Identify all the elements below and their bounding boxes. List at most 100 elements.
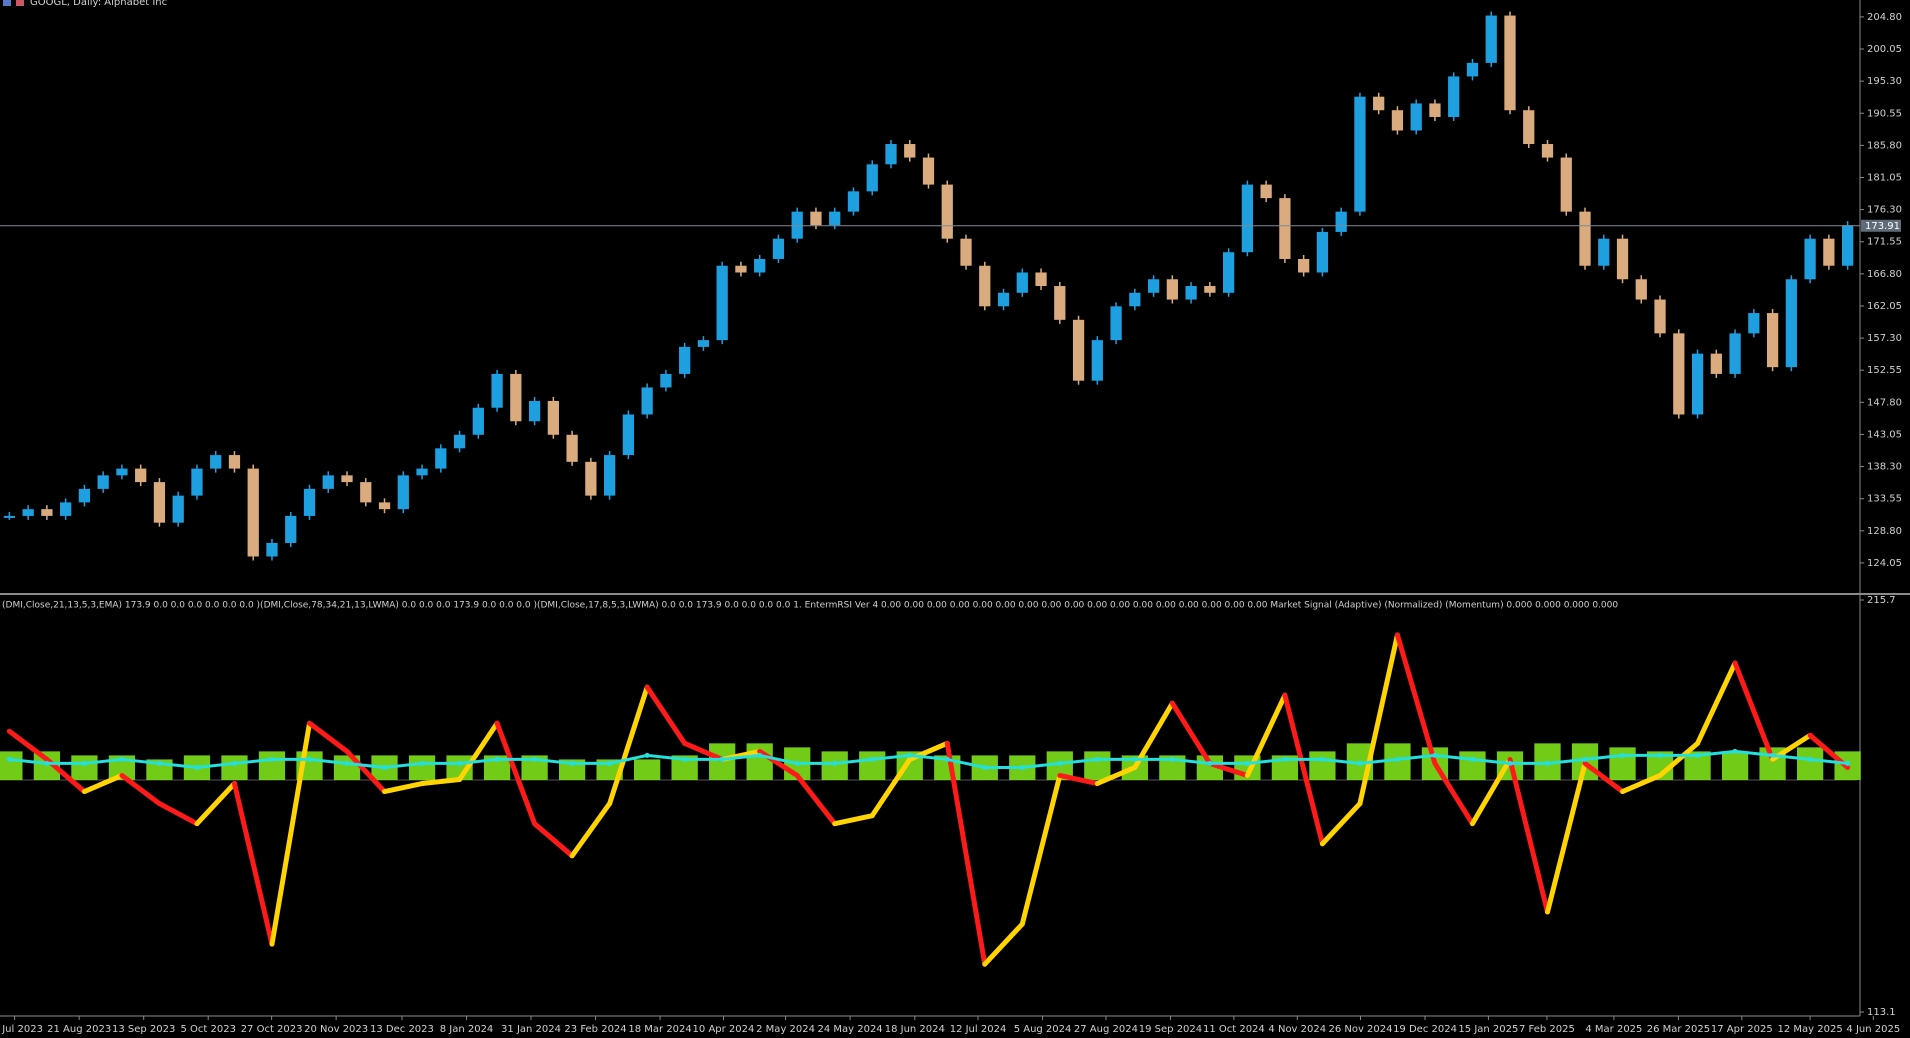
indicator-segment	[194, 781, 237, 827]
y-tick-label: 195.30	[1867, 76, 1902, 87]
indicator-segment	[157, 761, 199, 769]
indicator-segment	[1132, 700, 1175, 770]
indicator-segment	[232, 757, 274, 765]
indicator-dot	[1394, 756, 1400, 762]
candle-body	[772, 238, 785, 259]
candle-body	[1466, 62, 1479, 77]
candle-body	[1035, 272, 1047, 287]
candle-body	[1429, 103, 1441, 117]
candle-body	[1729, 333, 1741, 374]
x-tick-label: 21 Aug 2023	[47, 1024, 111, 1035]
candle-body	[303, 488, 316, 516]
x-tick-label: 18 Jun 2024	[885, 1024, 945, 1035]
candle-body	[228, 455, 241, 469]
indicator-segment	[1320, 757, 1362, 765]
candle-body	[716, 265, 728, 341]
indicator-segment	[608, 753, 649, 765]
indicator-segment	[982, 921, 1025, 967]
indicator-dot	[944, 756, 950, 762]
candle-body	[622, 414, 635, 456]
x-tick-label: 7 Feb 2025	[1519, 1024, 1575, 1035]
indicator-segment	[119, 772, 162, 807]
candle-body	[697, 340, 710, 347]
candle-body	[1804, 238, 1816, 280]
candle-body	[1147, 279, 1160, 293]
indicator-dot	[1545, 760, 1550, 766]
y-tick-label: 138.30	[1867, 462, 1902, 473]
candle-body	[1560, 157, 1572, 212]
indicator-segment	[1094, 764, 1138, 787]
indicator-dot	[982, 764, 988, 770]
candle-body	[566, 434, 578, 462]
candle-body	[341, 475, 353, 483]
histogram-bar	[1459, 751, 1486, 780]
indicator-segment	[120, 757, 161, 765]
indicator-segment	[645, 753, 687, 761]
x-tick-label: 19 Sep 2024	[1139, 1024, 1202, 1035]
candle-body	[491, 373, 503, 408]
candle-body	[922, 157, 935, 185]
x-tick-label: 17 Apr 2025	[1711, 1024, 1773, 1035]
y-tick-label: 200.05	[1867, 44, 1902, 55]
x-tick-label: 5 Oct 2023	[180, 1024, 235, 1035]
histogram-bar	[1084, 751, 1111, 780]
indicator-segment	[1357, 632, 1400, 807]
indicator-segment	[1395, 753, 1437, 761]
indicator-segment	[81, 772, 125, 795]
indicator-segment	[758, 753, 799, 765]
indicator-dot	[1507, 760, 1513, 766]
indicator-segment	[195, 761, 236, 769]
candle-body	[1579, 211, 1591, 266]
indicator-dot	[44, 760, 50, 766]
indicator-dot	[194, 764, 200, 770]
candle-body	[1241, 184, 1254, 253]
y-tick-label: 124.05	[1867, 558, 1902, 569]
indicator-dot	[269, 756, 275, 762]
indicator-segment	[944, 740, 988, 967]
x-tick-label: 13 Sep 2023	[112, 1024, 175, 1035]
histogram-bar	[1721, 751, 1749, 780]
candle-body	[247, 468, 259, 557]
candle-body	[547, 400, 559, 435]
candle-body	[1710, 353, 1722, 374]
histogram-bar	[71, 755, 98, 780]
indicator-segment	[1582, 760, 1626, 795]
candle-body	[1222, 252, 1235, 293]
indicator-segment	[1019, 772, 1063, 927]
candle-body	[679, 346, 691, 374]
indicator-dot	[231, 760, 237, 766]
candle-body	[735, 265, 747, 273]
indicator-segment	[1169, 700, 1213, 766]
indicator-dot	[1057, 760, 1063, 766]
indicator-dot	[1319, 756, 1325, 762]
indicator-segment	[682, 740, 725, 762]
candle-body	[1785, 279, 1797, 368]
indicator-segment	[307, 720, 350, 754]
candle-body	[510, 373, 522, 422]
indicator-dot	[907, 752, 913, 758]
indicator-dot	[1770, 752, 1776, 758]
y-tick-label: 190.55	[1867, 108, 1902, 119]
candle-body	[78, 488, 91, 503]
indicator-dot	[1469, 756, 1475, 762]
indicator-dot	[1207, 760, 1213, 766]
x-tick-label: 31 Jan 2024	[501, 1024, 561, 1035]
y-tick-label: 181.05	[1867, 172, 1902, 183]
indicator-segment	[644, 684, 688, 746]
candle-body	[210, 455, 222, 469]
indicator-segment	[419, 776, 463, 787]
x-tick-label: 26 Nov 2024	[1328, 1024, 1392, 1035]
indicator-dot	[644, 752, 650, 758]
indicator-segment	[344, 748, 388, 795]
indicator-segment	[1170, 757, 1212, 765]
flag-icon	[16, 0, 24, 6]
indicator-dot	[1732, 748, 1738, 754]
indicator-segment	[833, 757, 874, 765]
indicator-segment	[1058, 757, 1099, 765]
indicator-dot	[81, 760, 87, 766]
y-tick-label: 133.55	[1867, 494, 1902, 505]
indicator-segment	[1732, 660, 1776, 762]
y-tick-label: 166.80	[1867, 269, 1902, 280]
y-tick-label: 157.30	[1867, 333, 1902, 344]
indicator-dot	[119, 756, 125, 762]
